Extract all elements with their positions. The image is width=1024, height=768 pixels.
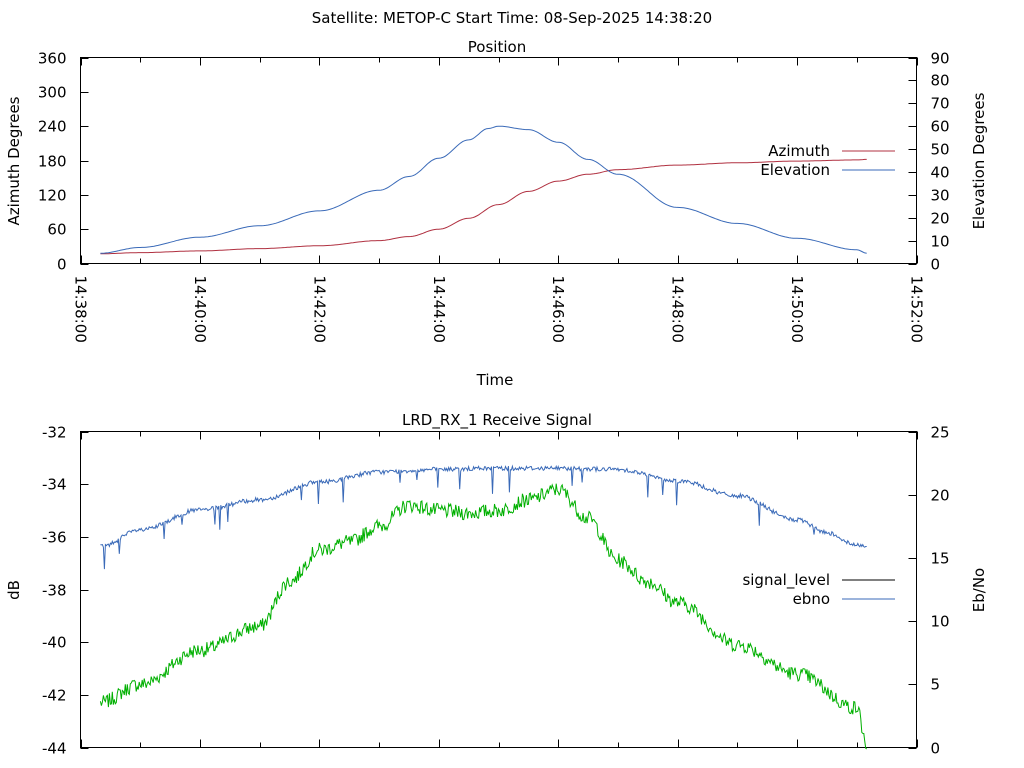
y2-tick-label: 20 [931,487,950,505]
position-legend: Azimuth Elevation [760,142,895,179]
signal-y2-label: Eb/No [970,568,988,612]
x-tick-label: 14:40:00 [191,276,209,343]
signal-series [99,464,868,750]
y2-tick-label: 10 [931,613,950,631]
azimuth-series-line [100,158,867,255]
y-tick-label: -40 [42,634,67,652]
y2-tick-label: 20 [931,210,950,228]
signal-title: LRD_RX_1 Receive Signal [402,411,592,430]
y2-tick-label: 10 [931,233,950,251]
y-tick-label: 120 [38,187,67,205]
signal-y2-axis: 0 5 10 15 20 25 [908,424,950,758]
y2-tick-label: 80 [931,72,950,90]
legend-azimuth-label: Azimuth [768,142,830,160]
y2-tick-label: 30 [931,187,950,205]
position-y2-label: Elevation Degrees [970,92,988,229]
position-x-axis: 14:38:00 14:40:00 14:42:00 14:44:00 14:46:00… [72,57,926,343]
y-tick-label: -34 [42,476,67,494]
y2-tick-label: 60 [931,118,950,136]
legend-elevation-label: Elevation [760,161,830,179]
y2-tick-label: 0 [931,256,941,274]
legend-signal-level-label: signal_level [742,571,830,590]
figure-title: Satellite: METOP-C Start Time: 08-Sep-20… [312,9,712,27]
legend-ebno-label: ebno [793,590,830,608]
position-y2-axis: 0 10 20 30 40 50 60 70 80 90 [908,50,950,274]
x-tick-label: 14:52:00 [908,276,926,343]
y-tick-label: 180 [38,153,67,171]
y2-tick-label: 15 [931,550,950,568]
y-tick-label: -32 [42,424,67,442]
position-plot-frame [80,57,917,264]
position-y-label: Azimuth Degrees [5,96,23,225]
y2-tick-label: 70 [931,95,950,113]
x-tick-label: 14:46:00 [549,276,567,343]
y-tick-label: 240 [38,118,67,136]
y-tick-label: 300 [38,84,67,102]
y2-tick-label: 25 [931,424,950,442]
x-tick-label: 14:44:00 [430,276,448,343]
y-tick-label: 0 [57,256,67,274]
ebno-series-line [100,464,867,570]
signal-legend: signal_level ebno [742,571,895,608]
y2-tick-label: 50 [931,141,950,159]
elevation-series-line [100,125,867,254]
signal-level-trace [99,483,868,750]
signal-y-label: dB [5,580,23,600]
y-tick-label: -44 [42,740,67,758]
y-tick-label: -36 [42,529,67,547]
x-tick-label: 14:38:00 [72,276,90,343]
y-tick-label: -38 [42,582,67,600]
signal-y-axis: -44 -42 -40 -38 -36 -34 -32 [42,424,89,758]
position-y-axis: 0 60 120 180 240 300 360 [38,50,89,274]
position-title: Position [468,38,526,56]
signal-plot-frame [80,431,917,748]
x-tick-label: 14:42:00 [310,276,328,343]
x-tick-label: 14:48:00 [669,276,687,343]
y2-tick-label: 90 [931,50,950,68]
y2-tick-label: 0 [931,740,941,758]
y-tick-label: -42 [42,687,67,705]
y-tick-label: 60 [47,221,66,239]
y2-tick-label: 5 [931,676,941,694]
x-tick-label: 14:50:00 [788,276,806,343]
position-x-label: Time [476,371,514,389]
y-tick-label: 360 [38,50,67,68]
position-series [100,125,867,255]
y2-tick-label: 40 [931,164,950,182]
signal-chart: LRD_RX_1 Receive Signal -44-42-40-38-36-… [5,411,988,758]
position-chart: Position 14:38:00 14:40:00 14:42:00 14:44:0… [5,38,988,389]
signal-x-axis [81,431,918,748]
